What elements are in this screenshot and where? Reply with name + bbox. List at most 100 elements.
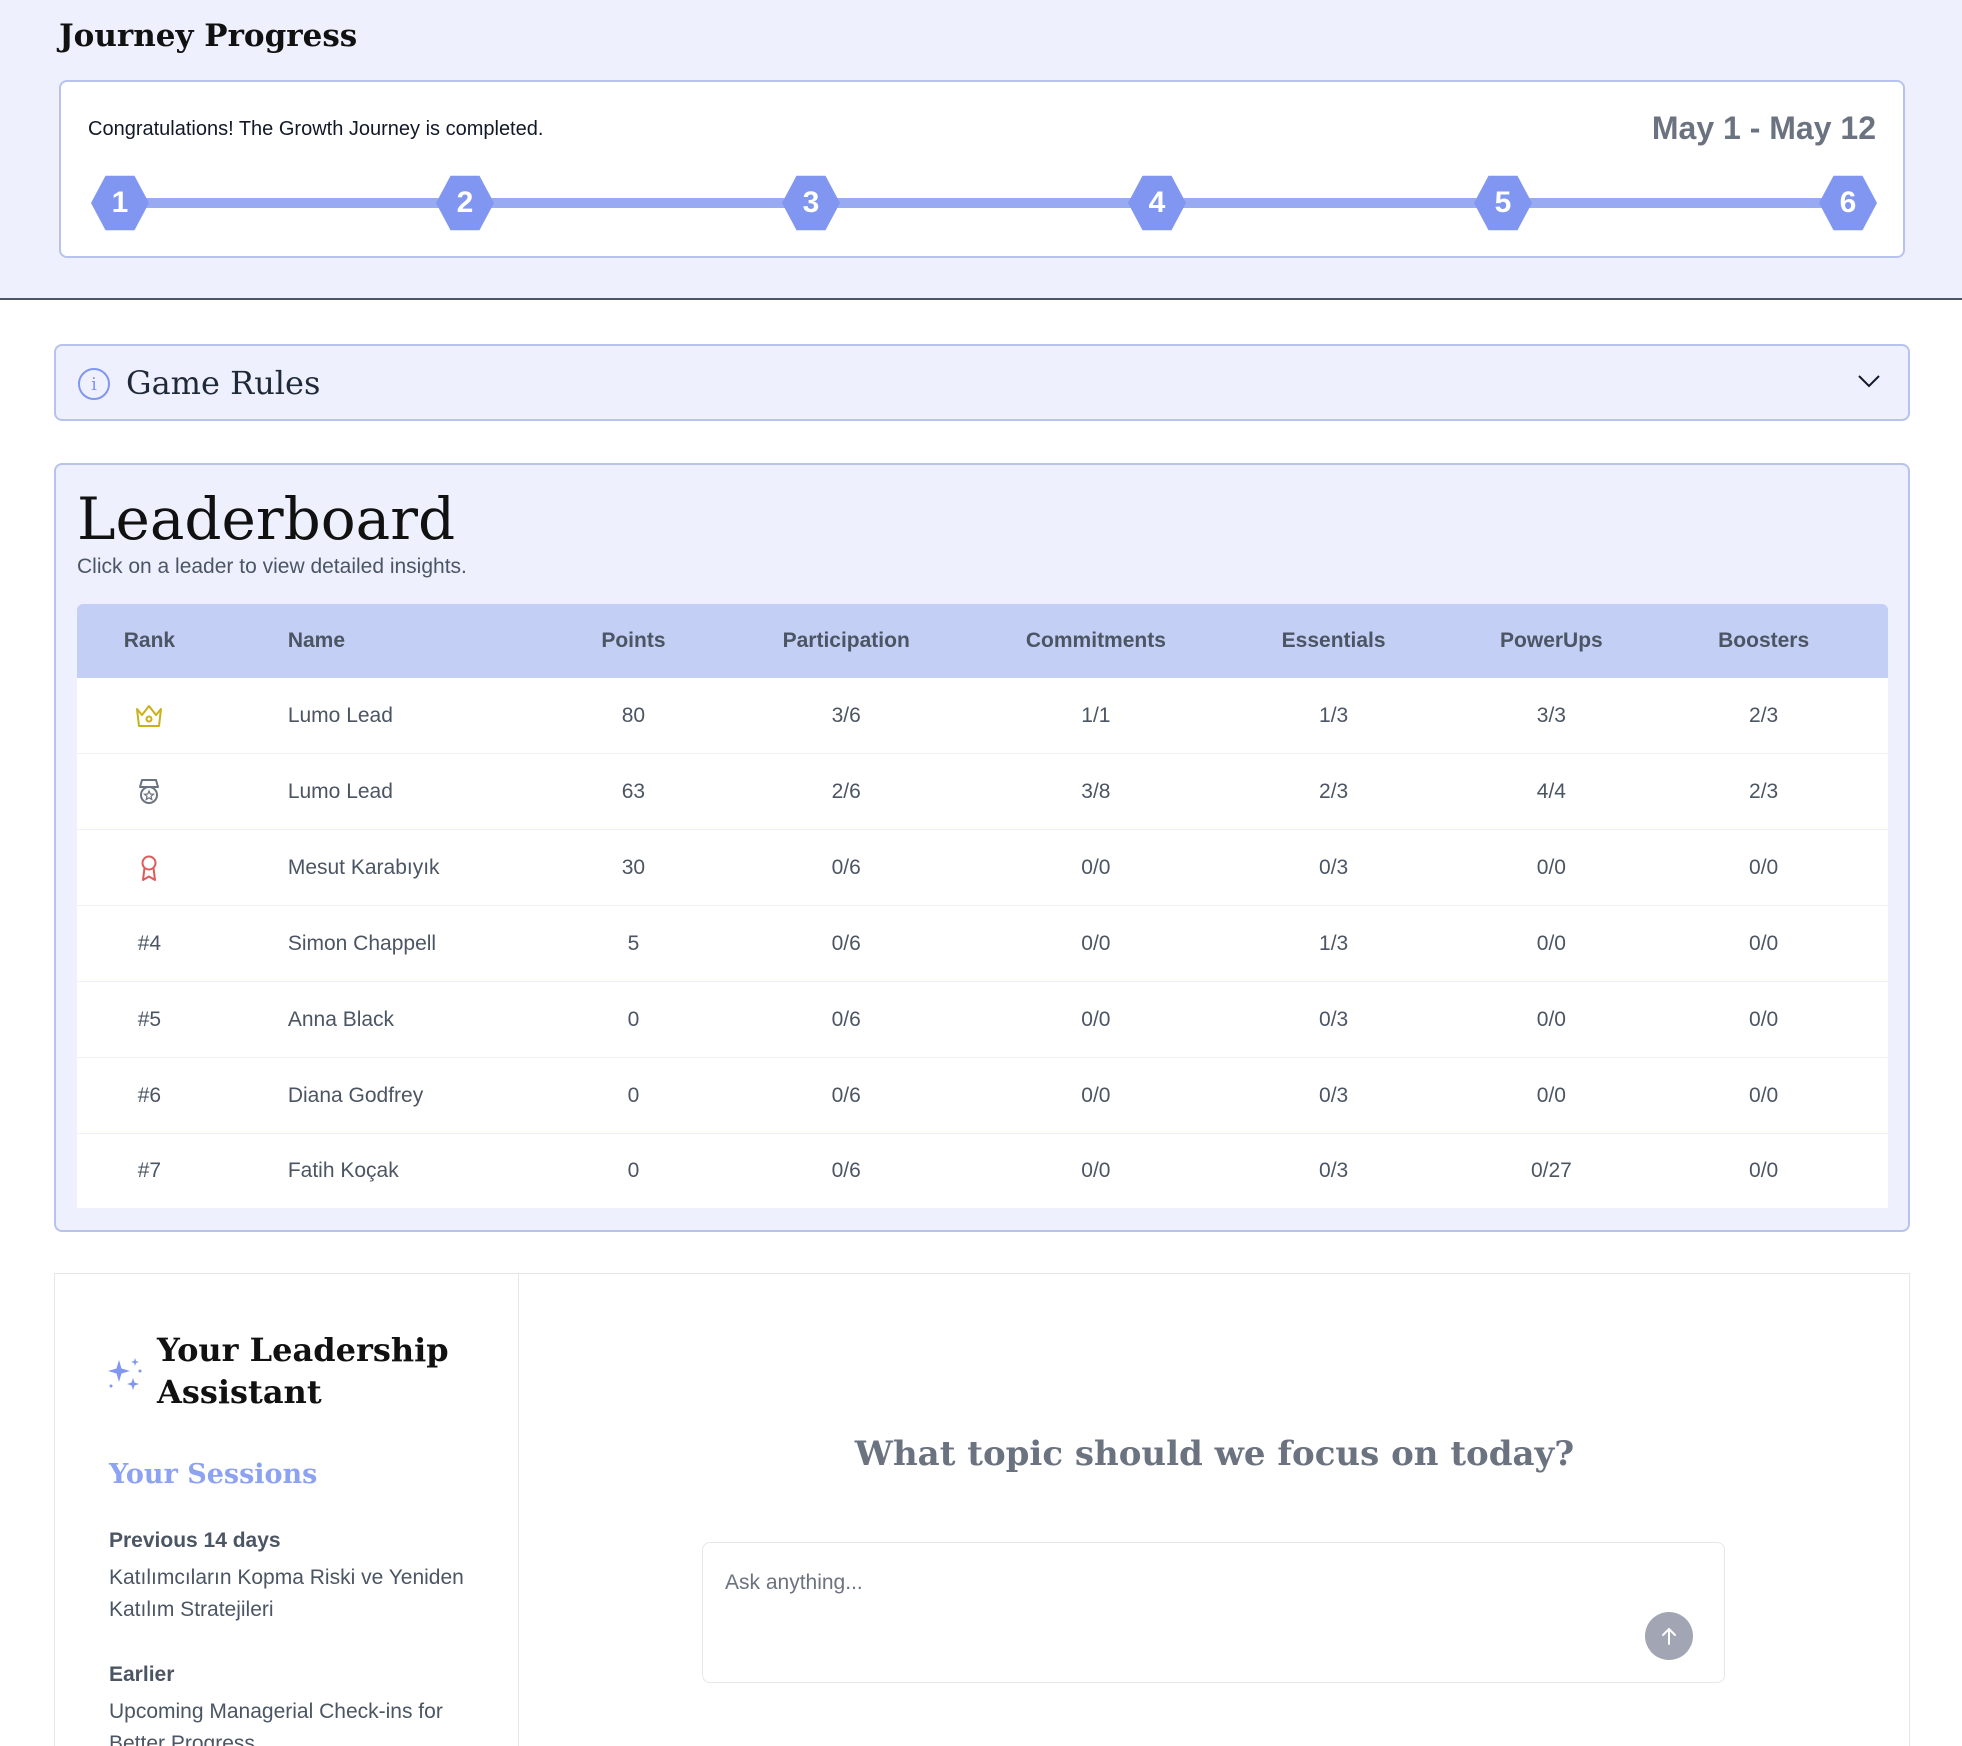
column-header-participation: Participation	[782, 629, 910, 652]
rank-cell: #5	[137, 1007, 162, 1031]
info-icon: i	[78, 368, 110, 400]
leaderboard-table: Rank Name Points Participation Commitmen…	[77, 604, 1888, 1209]
send-button[interactable]	[1645, 1612, 1693, 1660]
column-header-essentials: Essentials	[1281, 629, 1386, 652]
essentials-cell: 0/3	[1319, 1083, 1349, 1107]
journey-card: Congratulations! The Growth Journey is c…	[59, 80, 1905, 258]
rank-cell	[77, 851, 222, 885]
column-header-name: Name	[287, 629, 346, 652]
table-row[interactable]: #7 Fatih Koçak 0 0/6 0/0 0/3 0/27 0/0	[77, 1134, 1888, 1209]
sparkles-icon	[108, 1358, 142, 1390]
participation-cell: 2/6	[831, 779, 861, 803]
points-cell: 0	[627, 1007, 640, 1031]
powerups-cell: 0/27	[1530, 1159, 1572, 1182]
points-cell: 5	[627, 931, 640, 955]
table-row[interactable]: #6 Diana Godfrey 0 0/6 0/0 0/3 0/0 0/0	[77, 1058, 1888, 1134]
step-5[interactable]: 5	[1474, 175, 1532, 231]
column-header-boosters: Boosters	[1718, 629, 1810, 652]
sessions-sidebar: Your Leadership Assistant Your Sessions …	[55, 1274, 519, 1746]
commitments-cell: 0/0	[1081, 931, 1111, 955]
sessions-title: Your Sessions	[109, 1459, 318, 1490]
game-rules-title: Game Rules	[126, 364, 321, 402]
powerups-cell: 3/3	[1536, 703, 1566, 727]
essentials-cell: 0/3	[1319, 855, 1349, 879]
crown-icon	[136, 704, 163, 727]
essentials-cell: 1/3	[1319, 703, 1349, 727]
assistant-chat-area: What topic should we focus on today?	[520, 1274, 1909, 1746]
journey-message: Congratulations! The Growth Journey is c…	[88, 118, 544, 140]
participation-cell: 0/6	[831, 931, 861, 955]
journey-steps: 1 2 3 4 5 6	[91, 174, 1877, 232]
leadership-assistant-panel: Your Leadership Assistant Your Sessions …	[54, 1273, 1910, 1746]
chevron-down-icon[interactable]	[1854, 366, 1884, 396]
leader-name[interactable]: Diana Godfrey	[287, 1083, 424, 1107]
leader-name[interactable]: Anna Black	[287, 1007, 395, 1031]
steps-connector	[121, 198, 1847, 208]
column-header-rank: Rank	[123, 629, 176, 652]
boosters-cell: 2/3	[1749, 703, 1779, 727]
points-cell: 80	[621, 703, 646, 727]
ask-input[interactable]	[703, 1543, 1724, 1623]
silver-medal-icon	[139, 778, 160, 804]
journey-dates: May 1 - May 12	[1651, 110, 1876, 146]
step-4[interactable]: 4	[1128, 175, 1186, 231]
journey-title: Journey Progress	[59, 18, 358, 54]
table-row[interactable]: Mesut Karabıyık 30 0/6 0/0 0/3 0/0 0/0	[77, 830, 1888, 906]
session-group-label: Previous 14 days	[109, 1529, 281, 1552]
journey-progress-section: Journey Progress Congratulations! The Gr…	[0, 0, 1962, 300]
leaderboard-section: Leaderboard Click on a leader to view de…	[54, 463, 1910, 1232]
leader-name[interactable]: Lumo Lead	[287, 779, 393, 803]
leader-name[interactable]: Lumo Lead	[287, 703, 393, 727]
powerups-cell: 0/0	[1536, 931, 1566, 955]
commitments-cell: 1/1	[1081, 703, 1111, 727]
step-6[interactable]: 6	[1819, 175, 1877, 231]
boosters-cell: 0/0	[1749, 931, 1779, 955]
column-header-commitments: Commitments	[1025, 629, 1166, 652]
session-item[interactable]: Katılımcıların Kopma Riski ve Yeniden Ka…	[109, 1566, 464, 1621]
step-3[interactable]: 3	[782, 175, 840, 231]
rank-cell: #6	[137, 1083, 162, 1107]
leader-name[interactable]: Simon Chappell	[287, 931, 437, 955]
participation-cell: 3/6	[831, 703, 861, 727]
essentials-cell: 1/3	[1319, 931, 1349, 955]
commitments-cell: 0/0	[1081, 1007, 1111, 1031]
points-cell: 0	[627, 1159, 640, 1182]
bronze-award-icon	[141, 855, 157, 881]
step-2[interactable]: 2	[436, 175, 494, 231]
table-row[interactable]: Lumo Lead 63 2/6 3/8 2/3 4/4 2/3	[77, 754, 1888, 830]
session-item[interactable]: Upcoming Managerial Check-ins for Better…	[109, 1700, 443, 1746]
participation-cell: 0/6	[831, 855, 861, 879]
table-header: Rank Name Points Participation Commitmen…	[77, 604, 1888, 678]
leaderboard-subtitle: Click on a leader to view detailed insig…	[77, 555, 467, 578]
table-row[interactable]: #4 Simon Chappell 5 0/6 0/0 1/3 0/0 0/0	[77, 906, 1888, 982]
points-cell: 0	[627, 1083, 640, 1107]
assistant-title: Your Leadership Assistant	[157, 1331, 449, 1411]
powerups-cell: 0/0	[1536, 1083, 1566, 1107]
powerups-cell: 0/0	[1536, 855, 1566, 879]
commitments-cell: 0/0	[1081, 1159, 1111, 1182]
leader-name[interactable]: Fatih Koçak	[287, 1159, 399, 1182]
points-cell: 63	[621, 779, 646, 803]
essentials-cell: 0/3	[1319, 1159, 1349, 1182]
powerups-cell: 4/4	[1536, 779, 1566, 803]
participation-cell: 0/6	[831, 1007, 861, 1031]
column-header-powerups: PowerUps	[1500, 629, 1603, 652]
boosters-cell: 2/3	[1749, 779, 1779, 803]
commitments-cell: 3/8	[1081, 779, 1111, 803]
essentials-cell: 0/3	[1319, 1007, 1349, 1031]
step-1[interactable]: 1	[91, 175, 149, 231]
rank-cell: #7	[137, 1159, 162, 1182]
table-row[interactable]: #5 Anna Black 0 0/6 0/0 0/3 0/0 0/0	[77, 982, 1888, 1058]
column-header-points: Points	[601, 629, 666, 652]
boosters-cell: 0/0	[1749, 1083, 1779, 1107]
participation-cell: 0/6	[831, 1083, 861, 1107]
game-rules-accordion[interactable]: i Game Rules	[54, 344, 1910, 421]
leader-name[interactable]: Mesut Karabıyık	[287, 855, 440, 879]
leaderboard-title: Leaderboard	[77, 485, 456, 553]
rank-cell	[77, 775, 222, 809]
focus-question: What topic should we focus on today?	[854, 1434, 1575, 1474]
table-row[interactable]: Lumo Lead 80 3/6 1/1 1/3 3/3 2/3	[77, 678, 1888, 754]
arrow-up-icon	[1662, 1628, 1676, 1645]
commitments-cell: 0/0	[1081, 1083, 1111, 1107]
session-group-label: Earlier	[109, 1663, 175, 1686]
